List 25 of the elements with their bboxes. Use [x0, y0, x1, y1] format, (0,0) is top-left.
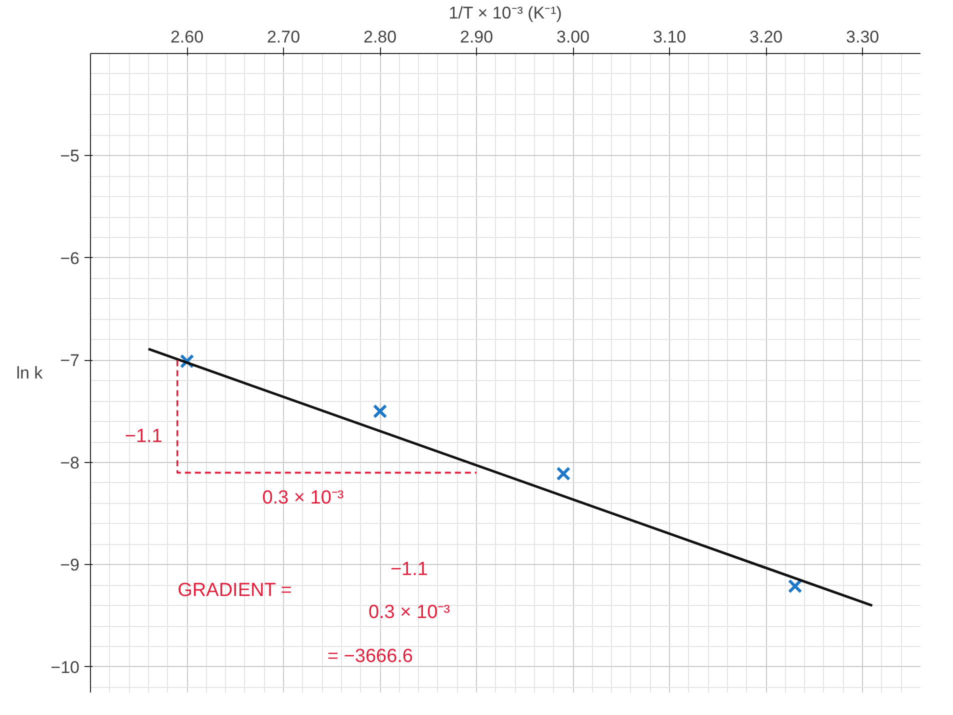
y-tick-label: −6: [60, 248, 80, 268]
y-tick-label: −5: [60, 146, 80, 166]
x-axis-title: 1/T × 10⁻³ (K⁻¹): [448, 4, 562, 22]
x-tick-label: 3.10: [653, 28, 686, 46]
y-tick-label: −8: [60, 453, 80, 472]
point: [788, 579, 802, 594]
x-tick-label: 3.20: [750, 28, 783, 46]
y-tick-label: −7: [60, 351, 80, 370]
annotation: = −3666.6: [327, 646, 414, 668]
annotation: GRADIENT =: [178, 580, 292, 601]
y-tick-label: −9: [60, 556, 80, 575]
x-tick-label: 2.80: [363, 28, 397, 46]
x-tick-label: 3.00: [556, 28, 590, 46]
y-axis-title: ln k: [16, 364, 44, 382]
x-tick-label: 3.30: [846, 28, 880, 46]
point: [556, 466, 571, 481]
x-tick-label: 2.90: [460, 28, 494, 46]
annotation: −1.1: [390, 558, 428, 580]
x-tick-label: 2.60: [170, 28, 204, 46]
annotation: 0.3 × 10⁻³: [262, 488, 344, 509]
annotation: −1.1: [124, 426, 162, 447]
annotation: 0.3 × 10⁻³: [368, 602, 450, 624]
y-tick-label: −10: [50, 658, 80, 677]
x-tick-label: 2.70: [266, 28, 300, 46]
point: [372, 404, 388, 418]
